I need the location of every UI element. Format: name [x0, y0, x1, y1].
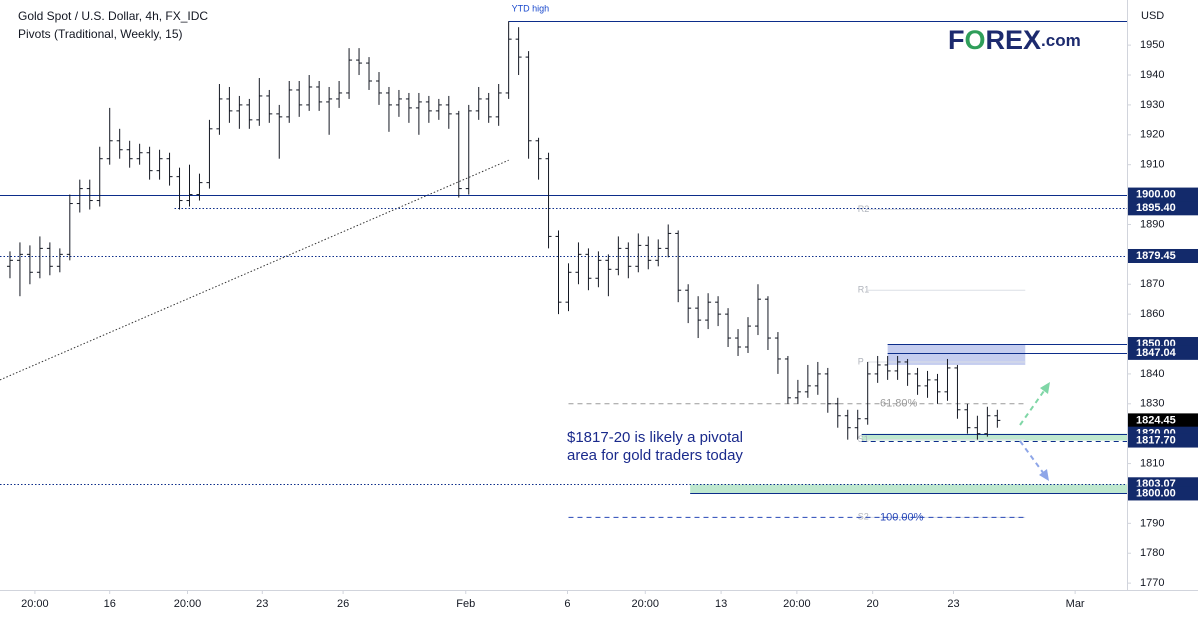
y-tick-label: 1920 — [1140, 129, 1164, 141]
brand-part: O — [965, 25, 986, 55]
x-tick-label: 20:00 — [783, 598, 811, 610]
zone — [887, 344, 1026, 365]
level-badge — [1128, 486, 1198, 501]
x-tick-label: 26 — [337, 598, 349, 610]
x-tick-label: 20 — [867, 598, 879, 610]
ytd-high-label: YTD high — [512, 3, 550, 13]
x-tick-label: 20:00 — [21, 598, 49, 610]
trendline — [0, 159, 509, 381]
annotation-line: area for gold traders today — [567, 447, 743, 464]
x-tick-label: 23 — [256, 598, 268, 610]
chart-subtitle: Pivots (Traditional, Weekly, 15) — [18, 27, 183, 41]
x-tick-label: 20:00 — [174, 598, 202, 610]
level-badge — [1128, 248, 1198, 263]
x-tick-label: 23 — [947, 598, 959, 610]
pivot-label: S2 — [858, 512, 869, 522]
y-tick-label: 1940 — [1140, 69, 1164, 81]
up-arrow — [1019, 387, 1047, 426]
y-tick-label: 1790 — [1140, 517, 1164, 529]
x-tick-label: 20:00 — [632, 598, 660, 610]
annotation-line: $1817-20 is likely a pivotal — [567, 429, 743, 446]
zone — [861, 433, 1127, 441]
level-label: 1800.00 — [1136, 487, 1176, 499]
chart-title: Gold Spot / U.S. Dollar, 4h, FX_IDC — [18, 9, 208, 23]
x-tick-label: Mar — [1066, 598, 1085, 610]
level-label: 1879.45 — [1136, 250, 1176, 262]
pivot-label: R2 — [858, 204, 870, 214]
y-tick-label: 1950 — [1140, 39, 1164, 51]
pivot-label: S1 — [858, 434, 869, 444]
level-label: 1824.45 — [1136, 414, 1176, 426]
brand-part: .com — [1041, 31, 1081, 50]
level-label: 1847.04 — [1136, 347, 1177, 359]
y-tick-label: 1870 — [1140, 278, 1164, 290]
level-badge — [1128, 201, 1198, 216]
x-tick-label: Feb — [456, 598, 475, 610]
pivot-label: P — [858, 356, 864, 366]
level-badge — [1128, 413, 1198, 428]
level-label: 1900.00 — [1136, 188, 1176, 200]
plot: R2 R1 P S1 S2 61.80% 100.00% YTD high — [0, 3, 1127, 523]
brand-logo: FOREX.com — [948, 25, 1081, 55]
y-tick-label: 1890 — [1140, 218, 1164, 230]
y-tick-label: 1810 — [1140, 457, 1164, 469]
level-label: 1817.70 — [1136, 434, 1176, 446]
currency-label: USD — [1141, 10, 1164, 22]
fib-label: 100.00% — [880, 511, 924, 523]
x-tick-label: 16 — [104, 598, 116, 610]
y-tick-label: 1840 — [1140, 368, 1164, 380]
pivot-label: R1 — [858, 285, 870, 295]
down-arrow — [1019, 440, 1045, 475]
y-tick-label: 1910 — [1140, 159, 1164, 171]
brand-part: F — [948, 25, 965, 55]
y-tick-label: 1770 — [1140, 577, 1164, 589]
y-tick-label: 1780 — [1140, 547, 1164, 559]
fib-label: 61.80% — [880, 398, 918, 410]
level-badge — [1128, 345, 1198, 360]
level-label: 1895.40 — [1136, 202, 1176, 214]
x-tick-label: 6 — [564, 598, 570, 610]
brand-part: REX — [986, 25, 1042, 55]
level-badge — [1128, 187, 1198, 202]
y-tick-label: 1860 — [1140, 308, 1164, 320]
y-tick-label: 1830 — [1140, 398, 1164, 410]
down-arrow-head — [1039, 469, 1049, 481]
up-arrow-head — [1040, 382, 1050, 394]
level-badge — [1128, 433, 1198, 448]
zone — [690, 484, 1127, 494]
y-tick-label: 1930 — [1140, 99, 1164, 111]
x-tick-label: 13 — [715, 598, 727, 610]
